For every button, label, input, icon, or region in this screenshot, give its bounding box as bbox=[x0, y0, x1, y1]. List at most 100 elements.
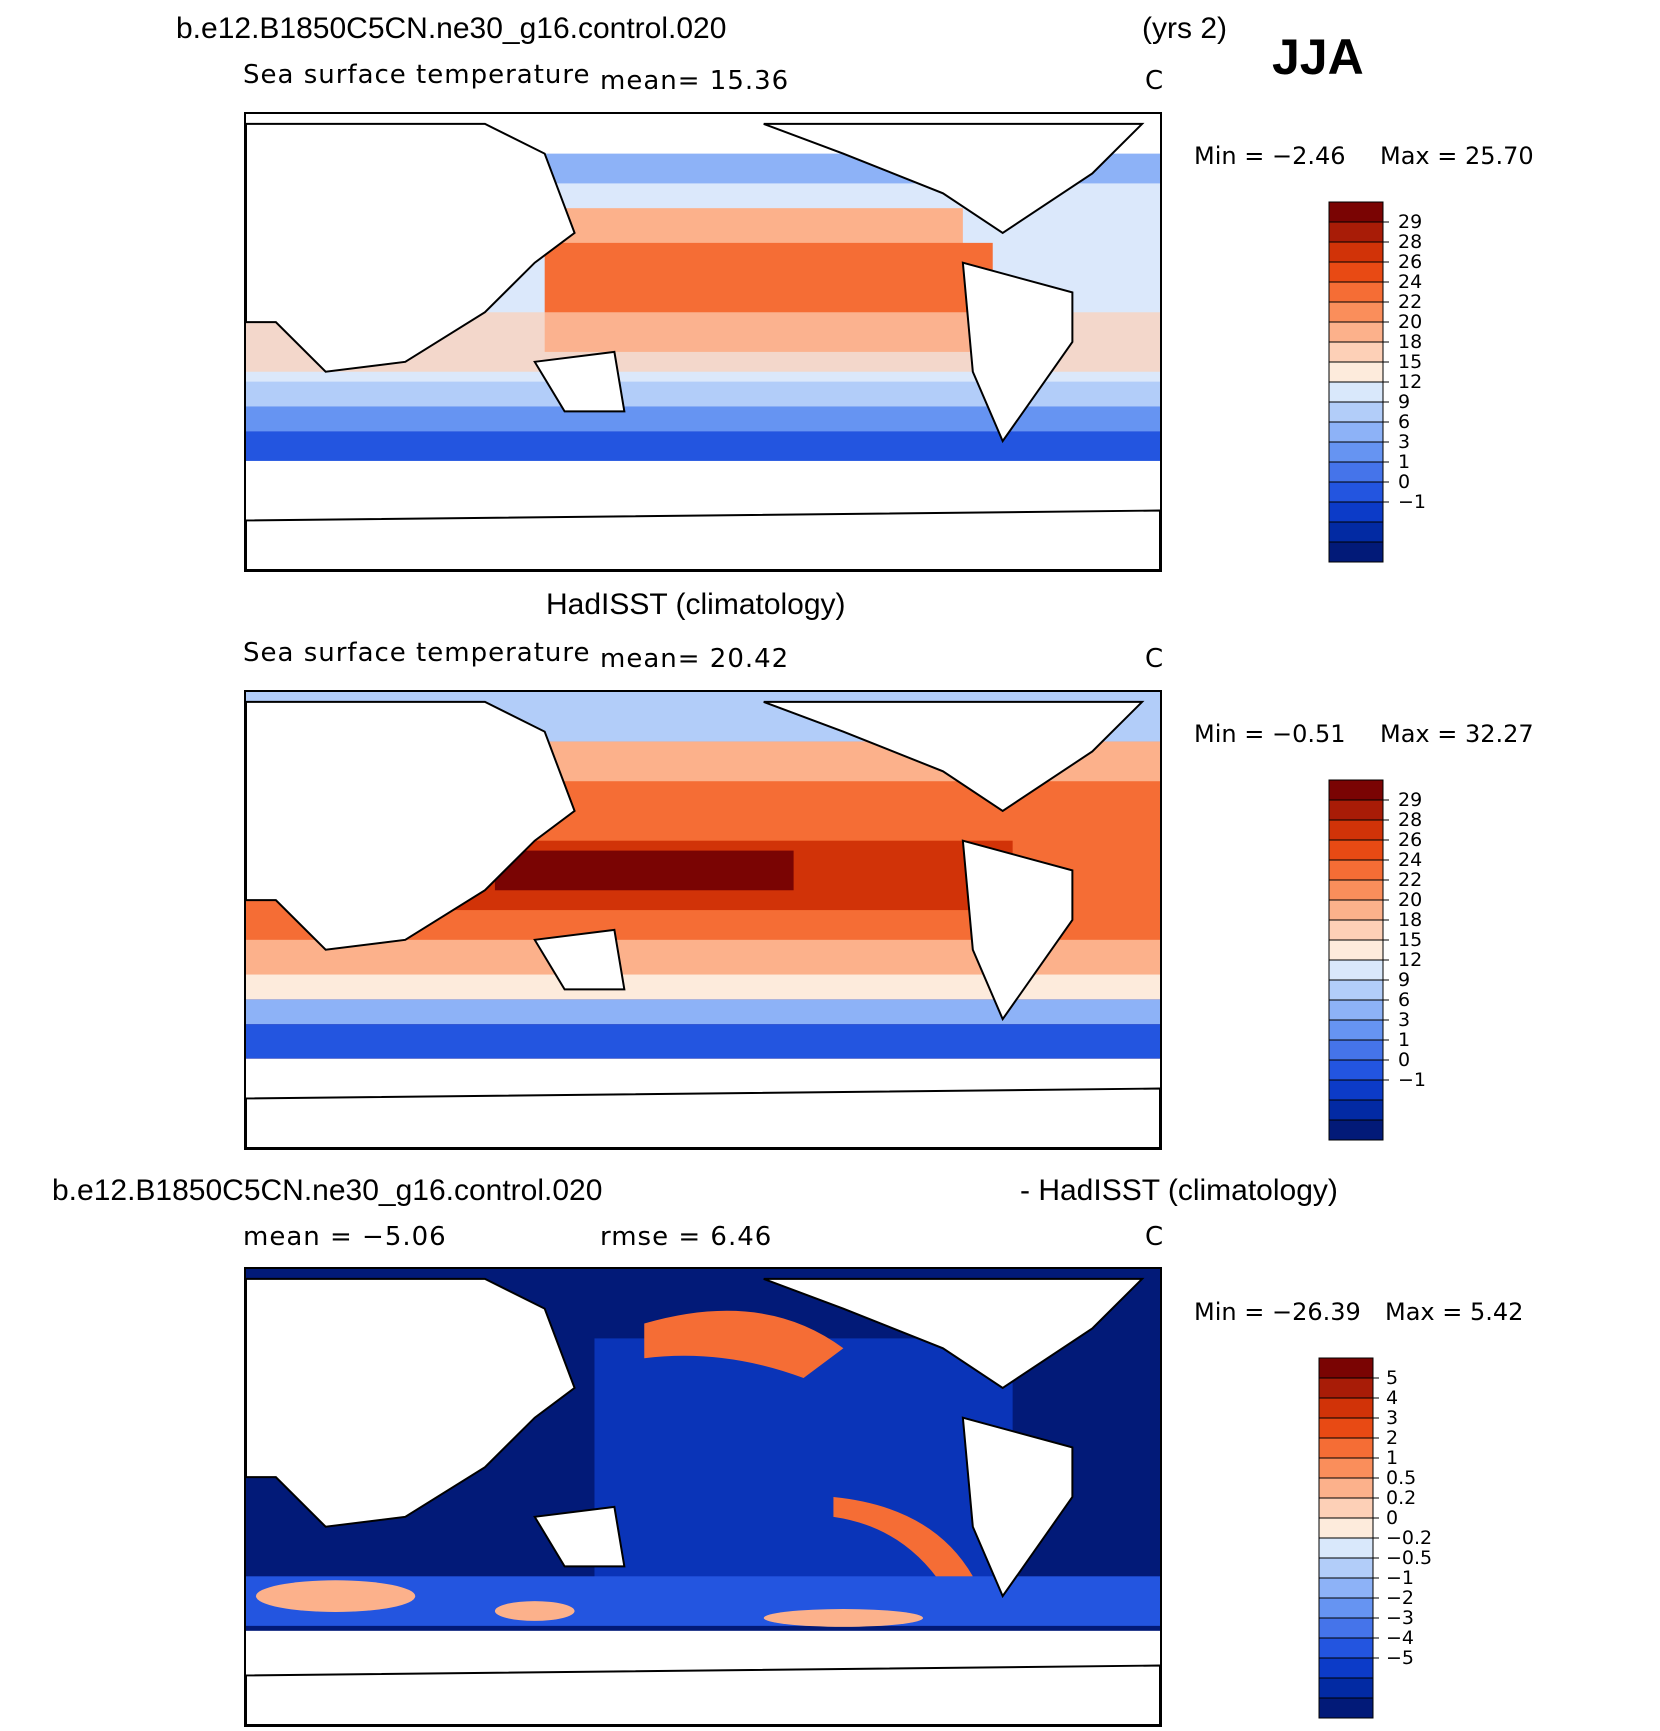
panel3-colorbar-swatch bbox=[1318, 1677, 1374, 1699]
panel1-colorbar-swatch bbox=[1328, 201, 1384, 223]
panel2-colorbar-label: 18 bbox=[1398, 909, 1422, 931]
panel2-colorbar-swatch bbox=[1328, 999, 1384, 1021]
panel2-colorbar-label: 28 bbox=[1398, 809, 1422, 831]
panel2-colorbar: 29 28 26 24 22 20 18 15 12 9 6 3 1 0 −1 bbox=[1328, 778, 1448, 1143]
panel1-colorbar-swatch bbox=[1328, 421, 1384, 443]
panel1-colorbar-label: 18 bbox=[1398, 331, 1422, 353]
panel2-map bbox=[244, 690, 1162, 1150]
panel2-colorbar-label: 24 bbox=[1398, 849, 1422, 871]
panel3-colorbar-swatch bbox=[1318, 1497, 1374, 1519]
panel1-colorbar-label: 24 bbox=[1398, 271, 1422, 293]
panel2-units: C bbox=[1145, 644, 1165, 674]
panel3-rmse: rmse = 6.46 bbox=[600, 1222, 773, 1252]
panel3-map-svg bbox=[246, 1269, 1160, 1725]
panel3-title-left: b.e12.B1850C5CN.ne30_g16.control.020 bbox=[52, 1174, 603, 1207]
panel3-colorbar-swatch bbox=[1318, 1377, 1374, 1399]
panel3-mean: mean = −5.06 bbox=[243, 1222, 447, 1252]
panel3-colorbar-swatch bbox=[1318, 1697, 1374, 1719]
panel2-colorbar-swatch bbox=[1328, 1039, 1384, 1061]
panel3-colorbar-swatch bbox=[1318, 1617, 1374, 1639]
panel2-colorbar-label: 3 bbox=[1398, 1009, 1410, 1031]
panel1-colorbar-label: −1 bbox=[1398, 491, 1426, 513]
panel3-colorbar-label: −0.5 bbox=[1386, 1547, 1432, 1569]
panel2-colorbar-swatch bbox=[1328, 939, 1384, 961]
panel1-colorbar-label: 12 bbox=[1398, 371, 1422, 393]
panel2-colorbar-swatch bbox=[1328, 799, 1384, 821]
panel1-colorbar-label: 1 bbox=[1398, 451, 1410, 473]
panel3-max: Max = 5.42 bbox=[1385, 1298, 1524, 1326]
panel2-colorbar-label: 1 bbox=[1398, 1029, 1410, 1051]
panel3-colorbar-label: −3 bbox=[1386, 1607, 1414, 1629]
panel3-colorbar-swatch bbox=[1318, 1457, 1374, 1479]
panel3-colorbar-swatch bbox=[1318, 1437, 1374, 1459]
panel2-mean: mean= 20.42 bbox=[600, 644, 790, 674]
panel1-colorbar-label: 15 bbox=[1398, 351, 1422, 373]
panel1-colorbar-label: 28 bbox=[1398, 231, 1422, 253]
panel3-colorbar-label: −1 bbox=[1386, 1567, 1414, 1589]
season-label: JJA bbox=[1272, 29, 1364, 85]
panel3-colorbar-label: 0 bbox=[1386, 1507, 1398, 1529]
panel2-colorbar-label: 22 bbox=[1398, 869, 1422, 891]
panel1-colorbar-swatch bbox=[1328, 461, 1384, 483]
panel1-map bbox=[244, 112, 1162, 572]
panel1-colorbar-swatch bbox=[1328, 301, 1384, 323]
panel1-mean: mean= 15.36 bbox=[600, 66, 790, 96]
panel1-colorbar-swatch bbox=[1328, 481, 1384, 503]
panel1-colorbar-swatch bbox=[1328, 401, 1384, 423]
panel2-colorbar-swatch bbox=[1328, 979, 1384, 1001]
panel1-colorbar-swatch bbox=[1328, 341, 1384, 363]
panel3-colorbar-label: 0.5 bbox=[1386, 1467, 1416, 1489]
panel3-colorbar-label: −4 bbox=[1386, 1627, 1414, 1649]
panel2-colorbar-label: −1 bbox=[1398, 1069, 1426, 1091]
panel3-colorbar-swatch bbox=[1318, 1557, 1374, 1579]
panel2-colorbar-swatch bbox=[1328, 1119, 1384, 1141]
panel1-min: Min = −2.46 bbox=[1194, 142, 1346, 170]
panel1-units: C bbox=[1145, 66, 1165, 96]
panel1-colorbar-swatch bbox=[1328, 541, 1384, 563]
panel2-colorbar-swatch bbox=[1328, 899, 1384, 921]
panel3-colorbar-label: 1 bbox=[1386, 1447, 1398, 1469]
panel2-colorbar-label: 0 bbox=[1398, 1049, 1410, 1071]
panel2-colorbar-label: 29 bbox=[1398, 789, 1422, 811]
panel2-colorbar-label: 26 bbox=[1398, 829, 1422, 851]
panel1-colorbar-label: 20 bbox=[1398, 311, 1422, 333]
panel3-colorbar-label: 5 bbox=[1386, 1367, 1398, 1389]
panel1-colorbar-swatch bbox=[1328, 281, 1384, 303]
panel3-colorbar-swatch bbox=[1318, 1417, 1374, 1439]
panel3-colorbar-label: 3 bbox=[1386, 1407, 1398, 1429]
panel3-map bbox=[244, 1267, 1162, 1727]
panel3-colorbar-label: 2 bbox=[1386, 1427, 1398, 1449]
panel2-colorbar-label: 15 bbox=[1398, 929, 1422, 951]
panel2-colorbar-swatch bbox=[1328, 859, 1384, 881]
panel3-colorbar-label: 4 bbox=[1386, 1387, 1398, 1409]
panel1-colorbar-swatch bbox=[1328, 361, 1384, 383]
panel1-colorbar-swatch bbox=[1328, 241, 1384, 263]
years-label: (yrs 2) bbox=[1142, 12, 1227, 45]
panel3-colorbar-swatch bbox=[1318, 1657, 1374, 1679]
panel3-colorbar-swatch bbox=[1318, 1517, 1374, 1539]
panel3-colorbar-label: 0.2 bbox=[1386, 1487, 1416, 1509]
panel2-colorbar-swatch bbox=[1328, 959, 1384, 981]
panel1-colorbar-swatch bbox=[1328, 321, 1384, 343]
panel3-colorbar-swatch bbox=[1318, 1637, 1374, 1659]
panel2-colorbar-swatch bbox=[1328, 1059, 1384, 1081]
panel3-colorbar: 5 4 3 2 1 0.5 0.2 0 −0.2 −0.5 −1 −2 −3 −4 −5 bbox=[1318, 1356, 1458, 1721]
panel2-title: HadISST (climatology) bbox=[546, 588, 846, 621]
panel1-colorbar-swatch bbox=[1328, 501, 1384, 523]
panel2-min: Min = −0.51 bbox=[1194, 720, 1346, 748]
panel2-colorbar-label: 20 bbox=[1398, 889, 1422, 911]
panel3-colorbar-swatch bbox=[1318, 1357, 1374, 1379]
panel3-units: C bbox=[1145, 1222, 1165, 1252]
panel1-max: Max = 25.70 bbox=[1380, 142, 1534, 170]
panel3-colorbar-swatch bbox=[1318, 1597, 1374, 1619]
panel2-colorbar-swatch bbox=[1328, 919, 1384, 941]
panel2-colorbar-swatch bbox=[1328, 819, 1384, 841]
panel2-colorbar-label: 12 bbox=[1398, 949, 1422, 971]
panel3-colorbar-label: −0.2 bbox=[1386, 1527, 1432, 1549]
panel1-colorbar-swatch bbox=[1328, 261, 1384, 283]
panel2-colorbar-swatch bbox=[1328, 1019, 1384, 1041]
panel1-colorbar-label: 29 bbox=[1398, 211, 1422, 233]
panel2-map-svg bbox=[246, 692, 1160, 1148]
